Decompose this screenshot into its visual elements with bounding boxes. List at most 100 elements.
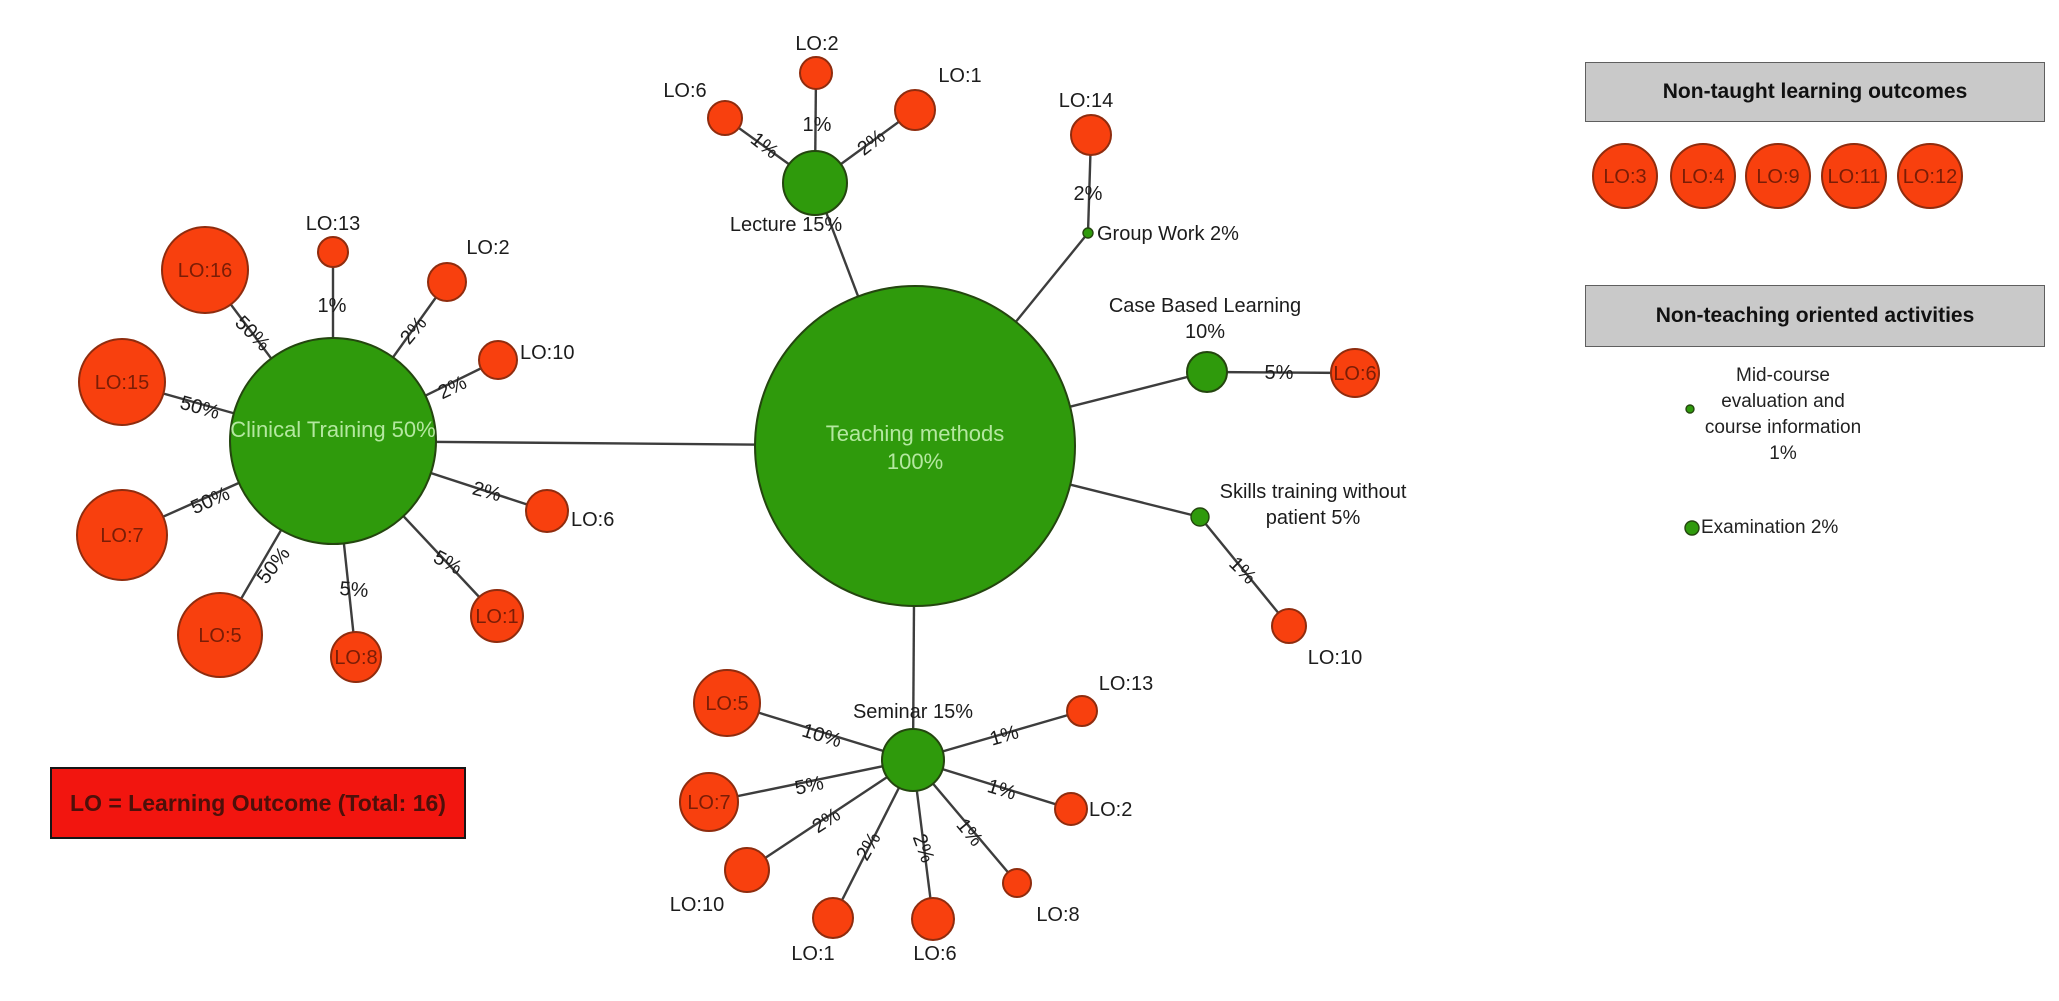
node-label-non-taught-lo11: LO:11 <box>1828 166 1881 188</box>
node-lecture <box>782 150 848 216</box>
examination-activity-text: Examination 2% <box>1701 517 1839 538</box>
node-seminar-lo10 <box>724 847 770 893</box>
edge-pct-clinical-ct5: 50% <box>253 543 295 588</box>
node-skills-lo10 <box>1271 608 1307 644</box>
legend-box-label: LO = Learning Outcome (Total: 16) <box>70 789 446 816</box>
edge-pct-seminar-sem1: 2% <box>852 828 886 864</box>
node-clinical-lo7 <box>76 489 168 581</box>
edge-pct-cbl-cbl6: 5% <box>1265 362 1294 384</box>
node-label-clinical-lo5: LO:5 <box>198 625 241 647</box>
node-label-non-taught-lo9: LO:9 <box>1756 166 1799 188</box>
edge-pct-seminar-sem2: 1% <box>985 775 1019 805</box>
node-seminar-lo1 <box>812 897 854 939</box>
label-skills-lo10-label: LO:10 <box>1308 647 1362 669</box>
node-label-non-taught-lo3: LO:3 <box>1603 166 1646 188</box>
node-examination-dot <box>1684 520 1700 536</box>
label-seminar-lo10-label: LO:10 <box>670 894 724 916</box>
label-clinical-lo6-label: LO:6 <box>571 509 614 531</box>
node-seminar-lo7 <box>679 772 739 832</box>
label-clinical-lo13-label: LO:13 <box>306 213 360 235</box>
label-skills-title-1: Skills training without <box>1220 481 1407 503</box>
edge-pct-clinical-ct8: 5% <box>339 578 370 602</box>
node-skills-training-dot <box>1190 507 1210 527</box>
edge-pct-gw-gw14: 2% <box>1074 183 1103 205</box>
node-clinical-lo5 <box>177 592 263 678</box>
node-group-work-lo14 <box>1070 114 1112 156</box>
node-case-based-learning <box>1186 351 1228 393</box>
non-taught-header: Non-taught learning outcomes <box>1585 62 2045 122</box>
node-label-non-taught-lo4: LO:4 <box>1681 166 1724 188</box>
label-clinical-lo10-label: LO:10 <box>520 342 574 364</box>
node-clinical-lo6 <box>525 489 569 533</box>
label-seminar-lo1-label: LO:1 <box>791 943 834 965</box>
node-cbl-lo6 <box>1330 348 1380 398</box>
edge-pct-seminar-sem13: 1% <box>987 721 1021 750</box>
node-clinical-lo1 <box>470 589 524 643</box>
node-clinical-lo16 <box>161 226 249 314</box>
label-group-work-title: Group Work 2% <box>1097 223 1239 245</box>
label-lecture-title: Lecture 15% <box>730 214 843 236</box>
edge-skills-sk10 <box>1199 516 1290 627</box>
node-label-cbl-lo6: LO:6 <box>1333 363 1376 385</box>
non-teaching-header: Non-teaching oriented activities <box>1585 285 2045 347</box>
label-lecture-lo2-label: LO:2 <box>795 33 838 55</box>
node-seminar-lo6 <box>911 897 955 941</box>
edge-pct-clinical-ct15: 50% <box>177 392 222 424</box>
node-non-taught-lo4 <box>1670 143 1736 209</box>
edge-pct-clinical-ct6: 2% <box>470 478 504 507</box>
label-group-work-lo14-label: LO:14 <box>1059 90 1113 112</box>
label-seminar-lo2-label: LO:2 <box>1089 799 1132 821</box>
node-seminar <box>881 728 945 792</box>
node-clinical-lo2 <box>427 262 467 302</box>
node-teaching-methods <box>754 285 1076 607</box>
node-seminar-lo8 <box>1002 868 1032 898</box>
edge-pct-seminar-sem8: 1% <box>952 815 988 851</box>
legend-box: LO = Learning Outcome (Total: 16) <box>50 767 466 839</box>
node-clinical-lo8 <box>330 631 382 683</box>
edge-pct-lecture-lec1: 2% <box>853 125 889 160</box>
label-lecture-lo6-label: LO:6 <box>663 80 706 102</box>
edge-pct-lecture-lec6: 1% <box>746 128 782 163</box>
edge-seminar-sem10 <box>746 758 914 872</box>
node-label-clinical-training: Clinical Training 50% <box>230 417 435 442</box>
label-clinical-lo2-label: LO:2 <box>466 237 509 259</box>
node-non-taught-lo9 <box>1745 143 1811 209</box>
node-seminar-lo2 <box>1054 792 1088 826</box>
non-taught-header-label: Non-taught learning outcomes <box>1662 80 1968 103</box>
node-lecture-lo1 <box>894 89 936 131</box>
label-seminar-lo13-label: LO:13 <box>1099 673 1153 695</box>
label-seminar-lo6-label: LO:6 <box>913 943 956 965</box>
label-seminar-lo8-label: LO:8 <box>1036 904 1079 926</box>
node-label-teaching-methods-1: Teaching methods <box>826 421 1005 446</box>
node-clinical-lo15 <box>78 338 166 426</box>
node-label-clinical-lo15: LO:15 <box>95 372 149 394</box>
node-seminar-lo5 <box>693 669 761 737</box>
node-non-taught-lo11 <box>1821 143 1887 209</box>
node-group-work-dot <box>1082 227 1094 239</box>
node-non-taught-lo12 <box>1897 143 1963 209</box>
node-clinical-training <box>229 337 437 545</box>
node-lecture-lo2 <box>799 56 833 90</box>
label-skills-title-2: patient 5% <box>1266 507 1361 529</box>
edge-pct-seminar-sem5: 10% <box>799 720 844 753</box>
node-label-non-taught-lo12: LO:12 <box>1903 166 1957 188</box>
node-label-seminar-lo5: LO:5 <box>705 693 748 715</box>
label-lecture-lo1-label: LO:1 <box>938 65 981 87</box>
node-label-clinical-lo8: LO:8 <box>334 647 377 669</box>
edge-pct-lecture-lec2: 1% <box>803 114 832 136</box>
edge-pct-clinical-ct13: 1% <box>318 295 347 317</box>
label-cbl-pct: 10% <box>1185 321 1225 343</box>
node-clinical-lo10 <box>478 340 518 380</box>
node-label-clinical-lo7: LO:7 <box>100 525 143 547</box>
edge-pct-clinical-ct7: 50% <box>188 483 234 519</box>
edge-pct-clinical-ct2: 2% <box>396 312 432 348</box>
node-label-clinical-lo1: LO:1 <box>475 606 518 628</box>
node-label-teaching-methods-2: 100% <box>887 449 943 474</box>
label-cbl-title: Case Based Learning <box>1109 295 1301 317</box>
edge-pct-seminar-sem7: 5% <box>793 772 826 800</box>
label-seminar-title: Seminar 15% <box>853 701 973 723</box>
edge-seminar-sem7 <box>708 758 914 804</box>
node-clinical-lo13 <box>317 236 349 268</box>
